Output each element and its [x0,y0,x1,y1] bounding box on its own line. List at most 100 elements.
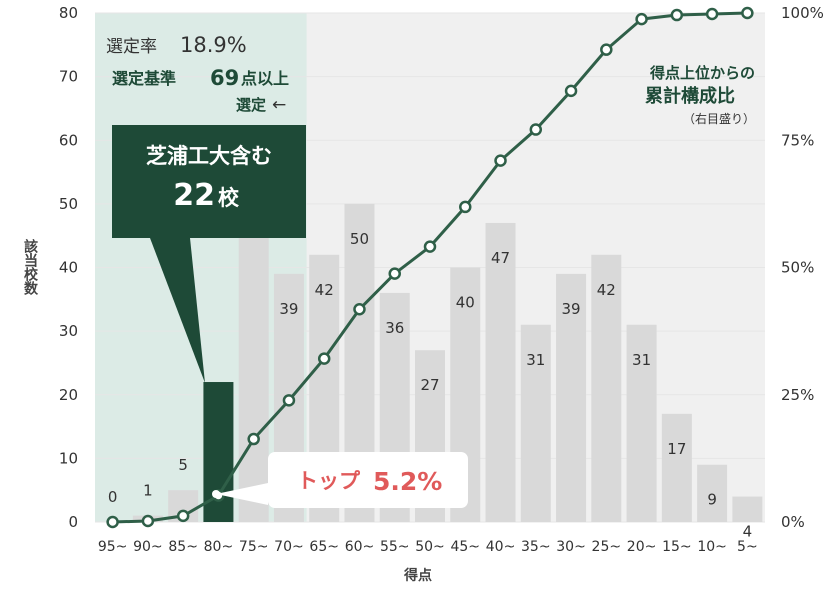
cumulative-point [459,200,472,214]
line-label-1: 得点上位からの [649,64,755,82]
cumulative-point [141,514,155,528]
x-tick-label: 15~ [662,539,692,555]
rate-label: 選定率 [106,37,157,57]
callout-unit: 校 [218,186,240,210]
y2-tick-label: 25% [781,386,814,404]
y2-tick-label: 0% [781,513,805,531]
cumulative-point [635,12,648,26]
y-tick-label: 70 [59,68,78,86]
rate-value: 18.9% [180,33,247,57]
callout-count: 22 [173,178,215,213]
cumulative-point [600,43,613,56]
bar-value-label: 36 [385,319,404,337]
cumulative-point [317,352,331,365]
top-callout-box [268,452,468,508]
x-tick-label: 80~ [204,539,234,555]
bar [661,413,692,522]
x-tick-label: 40~ [486,539,516,555]
x-tick-label: 95~ [98,539,128,555]
bar [626,324,657,522]
y-tick-label: 10 [59,449,78,467]
x-tick-label: 45~ [450,539,480,555]
bar-value-label: 42 [315,281,334,299]
callout-pointer [150,238,205,383]
bar-value-label: 42 [597,281,616,299]
bar [591,254,622,522]
callout-line1: 芝浦工大含む [146,144,272,168]
bar-value-label: 9 [707,491,717,509]
line-label-2: 累計構成比 [645,85,735,107]
cumulative-point [247,432,260,446]
x-axis-title: 得点 [403,567,432,584]
y-tick-label: 20 [59,386,78,404]
x-tick-label: 65~ [309,539,339,555]
bars [132,159,763,522]
cumulative-point [388,267,401,280]
cumulative-point [741,6,754,20]
cumulative-point [106,515,119,529]
line-label-3: （右目盛り） [683,111,755,126]
cumulative-point [176,509,190,523]
top-label: トップ [297,469,361,493]
bar-value-label: 4 [743,523,753,541]
criteria-score: 69 [210,66,239,90]
y-axis-ticks: 0 10 20 30 40 50 60 70 80 [59,4,78,531]
callout-box [112,125,306,238]
criteria-arrow: ← [272,95,286,115]
x-tick-label: 60~ [345,539,375,555]
cumulative-point [705,7,719,21]
criteria-prefix: 選定基準 [112,69,176,88]
bar-value-label: 47 [491,249,510,267]
bar-value-label: 39 [279,300,298,318]
bar-value-label: 1 [143,482,153,500]
x-tick-label: 5~ [737,539,758,555]
y-tick-label: 50 [59,195,78,213]
x-tick-label: 35~ [521,539,551,555]
top-callout-pointer [216,483,268,505]
y-tick-label: 80 [59,4,78,22]
x-tick-label: 20~ [627,539,657,555]
bar-value-label: 40 [456,294,475,312]
y2-tick-label: 100% [781,4,824,22]
x-tick-label: 50~ [415,539,445,555]
x-tick-label: 25~ [592,539,622,555]
cumulative-point [353,302,366,316]
bar [697,464,728,522]
y2-tick-label: 75% [781,131,814,149]
y2-axis-ticks: 0% 25% 50% 75% 100% [781,4,824,531]
x-tick-label: 10~ [697,539,727,555]
top-value: 5.2% [373,467,442,496]
bar-value-label: 31 [526,351,545,369]
x-tick-label: 75~ [239,539,269,555]
x-tick-label: 85~ [168,539,198,555]
criteria-line2: 選定 [236,96,266,114]
cumulative-point [423,240,437,253]
cumulative-point [564,84,578,98]
criteria-suffix: 点以上 [241,69,289,88]
x-tick-label: 30~ [556,539,586,555]
bar-value-label: 5 [178,456,188,474]
x-tick-label: 70~ [274,539,304,555]
y-tick-label: 40 [59,259,78,277]
bar-value-label: 0 [108,488,118,506]
y-tick-label: 30 [59,322,78,340]
bar [520,324,551,522]
bar-value-label: 39 [562,300,581,318]
bar [732,496,763,522]
cumulative-point [670,8,684,22]
cumulative-point [282,394,296,407]
y2-tick-label: 50% [781,259,814,277]
bar-value-label: 17 [667,440,686,458]
cumulative-point [494,154,507,167]
bar [485,222,516,522]
bar [556,273,587,522]
bar-value-label: 31 [632,351,651,369]
y-tick-label: 0 [68,513,78,531]
bar-value-label: 50 [350,230,369,248]
y-tick-label: 60 [59,131,78,149]
y-axis-title: 該当校数 [22,238,38,296]
bar-value-label: 27 [420,376,439,394]
x-tick-label: 90~ [133,539,163,555]
cumulative-ratio-points [106,6,754,529]
